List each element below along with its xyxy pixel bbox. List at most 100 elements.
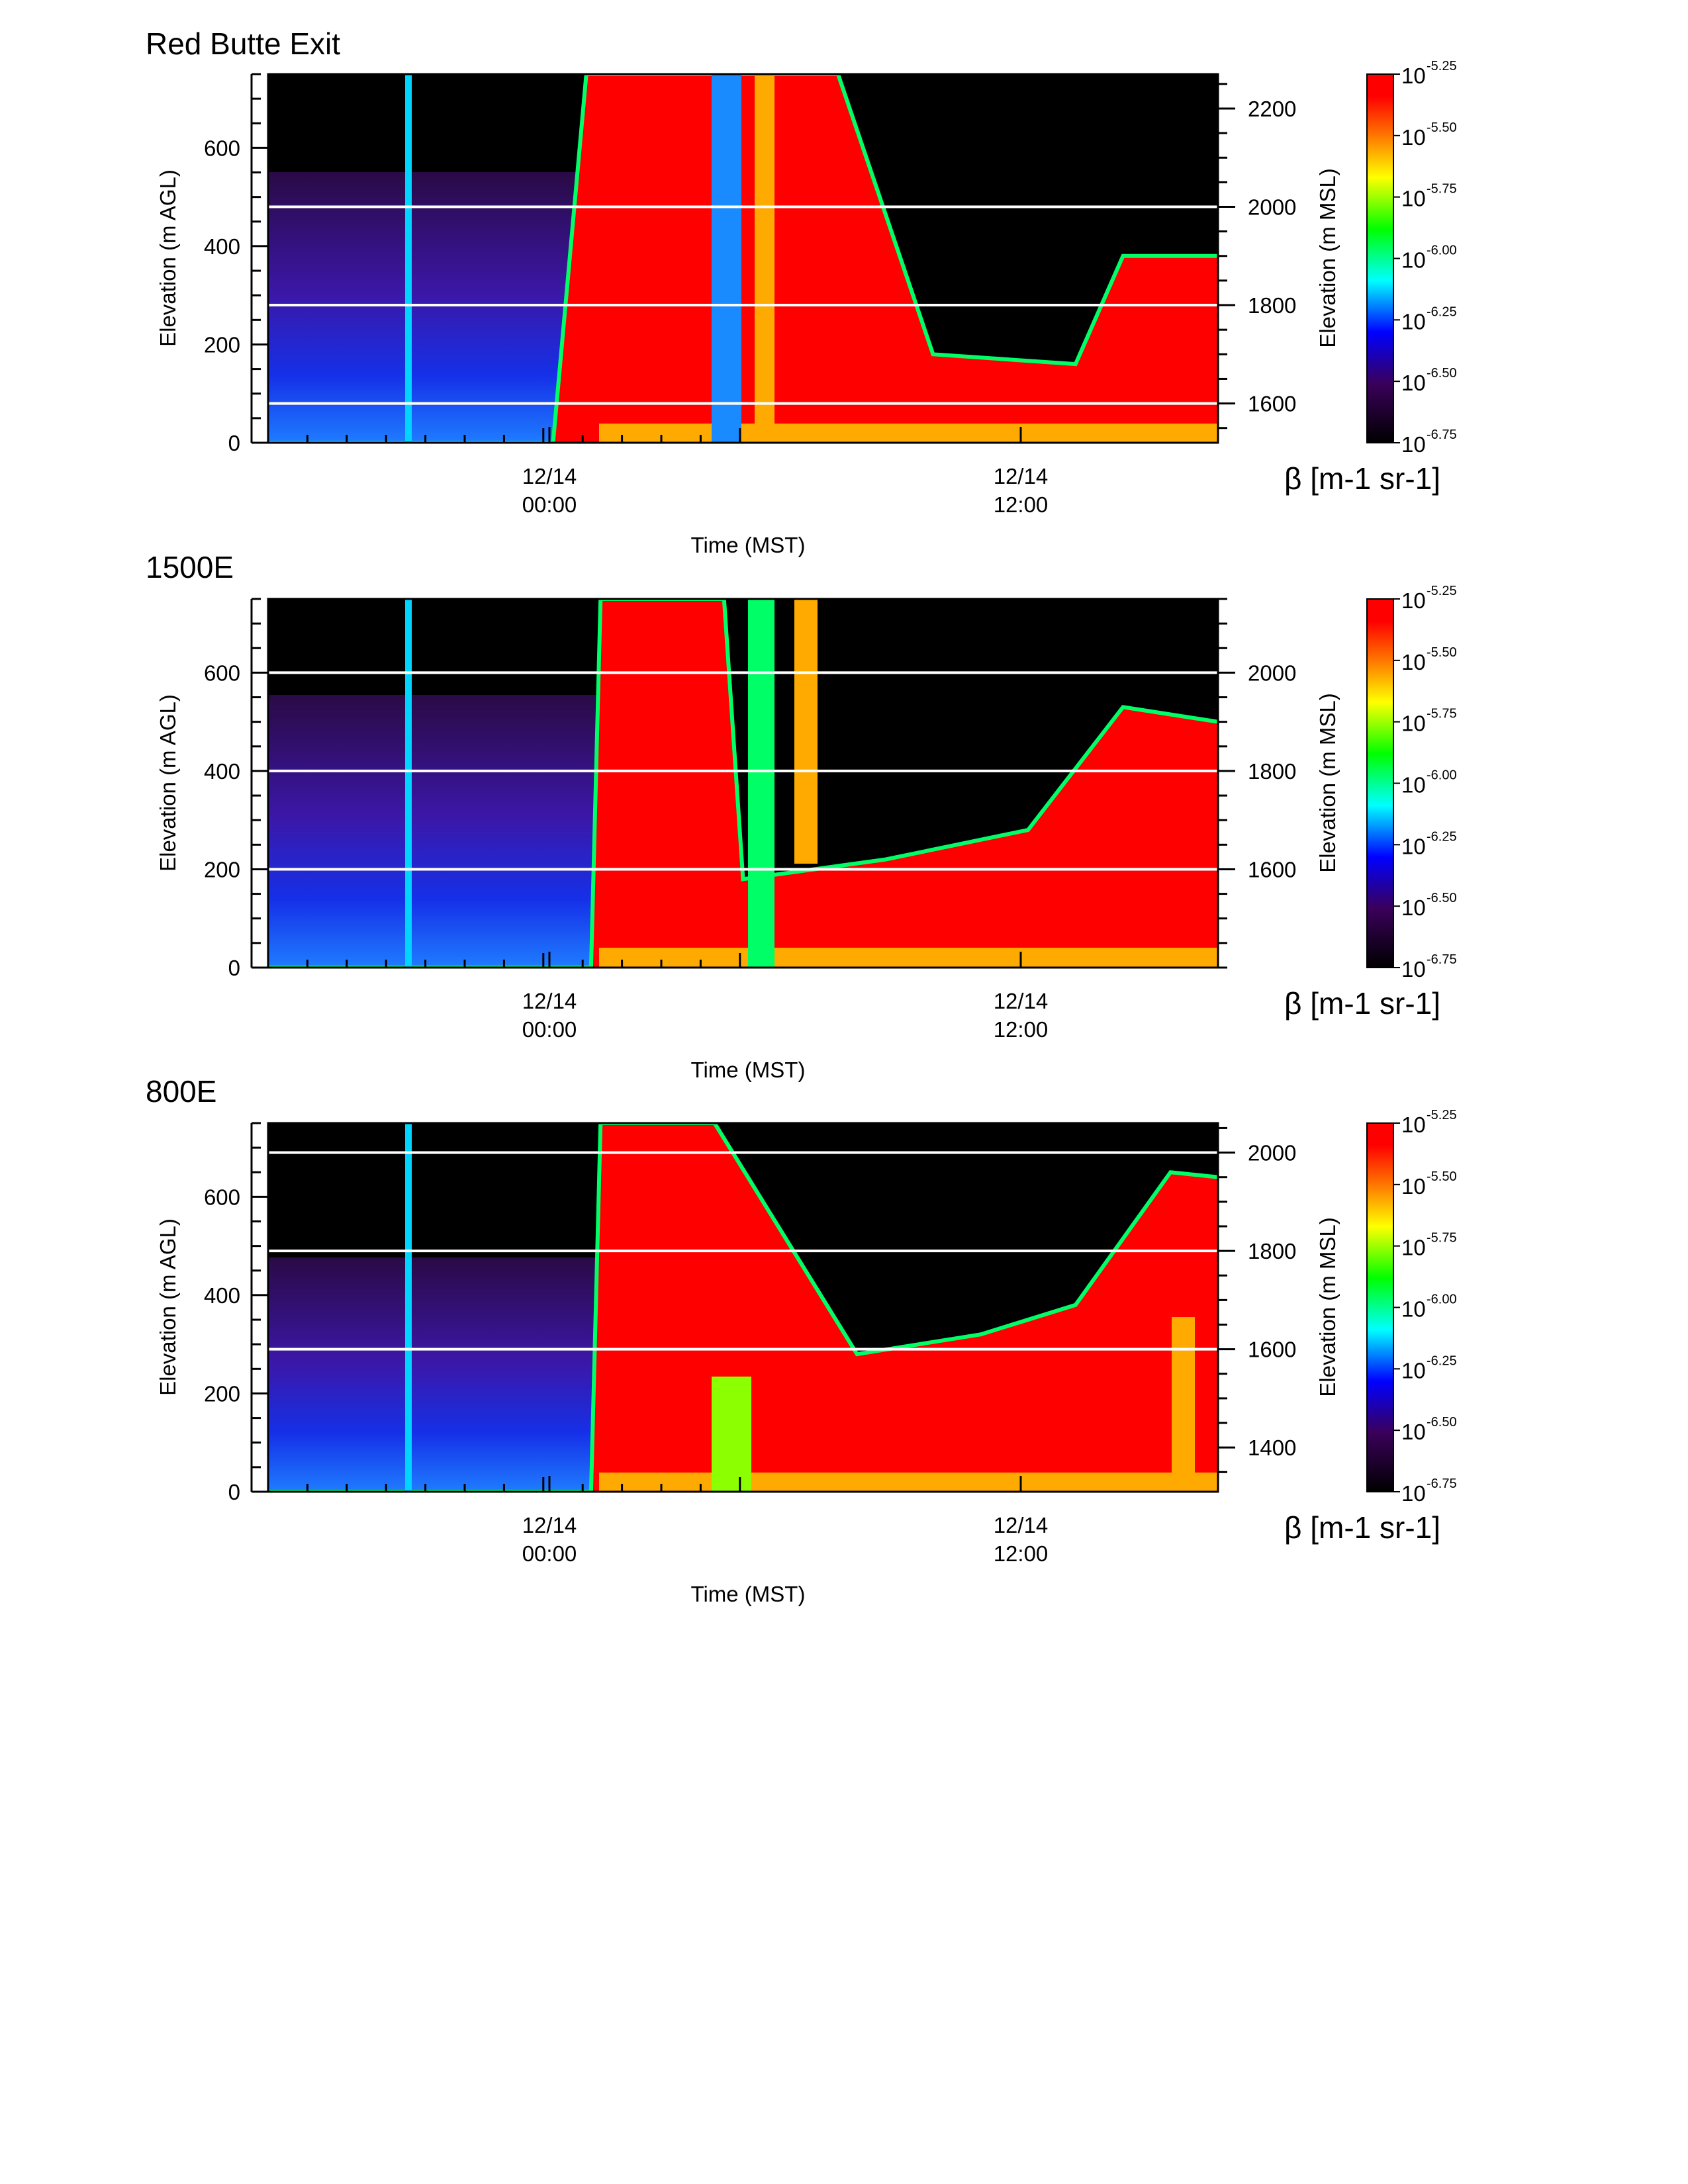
plume-streak	[405, 599, 412, 968]
colorbar-tick-exponent: -5.50	[1427, 120, 1457, 135]
y2-axis-label: Elevation (m MSL)	[1315, 168, 1340, 347]
plot-area	[268, 599, 1218, 968]
colorbar-tick-base: 10	[1401, 650, 1426, 674]
colorbar-tick-exponent: -5.50	[1427, 1169, 1457, 1184]
x-axis-label: Time (MST)	[691, 1582, 806, 1606]
colorbar-tick-base: 10	[1401, 834, 1426, 858]
x-axis: 12/14 00:00 12/14 12:00	[252, 427, 1218, 517]
x-tick-time: 00:00	[522, 1541, 577, 1566]
plume-streak	[748, 599, 774, 968]
x-tick-date: 12/14	[994, 464, 1049, 488]
left-axis: 0 200 400 600	[204, 73, 268, 455]
colorbar-tick-base: 10	[1401, 773, 1426, 797]
x-tick-time: 12:00	[994, 492, 1049, 517]
colorbar-tick-exponent: -6.00	[1427, 768, 1457, 783]
y2-tick-label: 1600	[1248, 1338, 1296, 1362]
blue-aerosol-layer	[268, 172, 599, 443]
colorbar-tick-exponent: -5.25	[1427, 584, 1457, 598]
y-tick-label: 600	[204, 660, 240, 685]
y2-tick-label: 1600	[1248, 392, 1296, 416]
plume-streak	[405, 74, 412, 443]
right-axis: 1600 1800 2000	[1218, 598, 1296, 969]
colorbar-tick-exponent: -5.25	[1427, 59, 1457, 73]
colorbar-tick-base: 10	[1401, 711, 1426, 736]
y-tick-label: 600	[204, 136, 240, 160]
colorbar-tick-base: 10	[1401, 432, 1426, 457]
plume-streak	[712, 74, 741, 443]
right-axis: 1600 1800 2000 2200	[1218, 83, 1296, 430]
plume-streak	[755, 74, 774, 443]
colorbar-gradient	[1366, 73, 1394, 443]
y-tick-label: 400	[204, 1283, 240, 1308]
colorbar-tick-exponent: -6.25	[1427, 829, 1457, 844]
colorbar-tick-base: 10	[1401, 125, 1426, 150]
colorbar-tick-exponent: -6.75	[1427, 952, 1457, 967]
x-tick-time: 00:00	[522, 492, 577, 517]
colorbar-tick-base: 10	[1401, 1358, 1426, 1383]
y2-tick-label: 1400	[1248, 1435, 1296, 1460]
colorbar-tick-exponent: -6.00	[1427, 1293, 1457, 1307]
colorbar-tick-exponent: -5.75	[1427, 707, 1457, 721]
colorbar-tick-base: 10	[1401, 588, 1426, 613]
left-axis: 0 200 400 600	[204, 598, 268, 980]
y2-tick-label: 1600	[1248, 857, 1296, 882]
colorbar-tick-base: 10	[1401, 1297, 1426, 1322]
x-tick-date: 12/14	[994, 989, 1049, 1013]
red-aerosol-region	[268, 1123, 1218, 1492]
colorbar-label: β [m-1 sr-1]	[1284, 1510, 1440, 1545]
colorbar-tick-exponent: -5.50	[1427, 645, 1457, 660]
y2-axis-label: Elevation (m MSL)	[1315, 693, 1340, 872]
plot-area	[268, 74, 1218, 443]
y-axis-label: Elevation (m AGL)	[156, 169, 180, 347]
panel-1500e: 1500E 0 200 400 600 1600 1800 2000 12/14 00:00…	[146, 550, 1457, 1082]
x-tick-date: 12/14	[522, 989, 577, 1013]
panel-800e: 800E 0 200 400 600 1400 1600 1800 2000 12/14 00…	[146, 1074, 1457, 1606]
panel-title: 800E	[146, 1074, 216, 1109]
y-tick-label: 0	[228, 431, 240, 455]
y2-axis-label: Elevation (m MSL)	[1315, 1217, 1340, 1396]
y2-tick-label: 2000	[1248, 1141, 1296, 1165]
profile-edge	[268, 74, 1218, 443]
colorbar-tick-exponent: -6.00	[1427, 244, 1457, 258]
colorbar-tick-base: 10	[1401, 1174, 1426, 1199]
colorbar-tick-base: 10	[1401, 64, 1426, 88]
plume-streak	[794, 599, 818, 864]
colorbar-tick-base: 10	[1401, 1236, 1426, 1260]
x-tick-date: 12/14	[522, 1513, 577, 1537]
colorbar-tick-exponent: -5.25	[1427, 1108, 1457, 1122]
y-axis-label: Elevation (m AGL)	[156, 1218, 180, 1396]
y-tick-label: 200	[204, 857, 240, 882]
colorbar-tick-base: 10	[1401, 1481, 1426, 1506]
colorbar-tick-exponent: -6.25	[1427, 1353, 1457, 1368]
reference-lines	[268, 671, 1218, 871]
colorbar-tick-exponent: -6.75	[1427, 1477, 1457, 1491]
left-axis: 0 200 400 600	[204, 1122, 268, 1504]
colorbar-tick-base: 10	[1401, 1420, 1426, 1444]
y-tick-label: 400	[204, 759, 240, 784]
right-axis: 1400 1600 1800 2000	[1218, 1126, 1296, 1473]
reference-lines	[268, 205, 1218, 405]
panel-title: 1500E	[146, 550, 234, 584]
x-tick-time: 12:00	[994, 1541, 1049, 1566]
x-tick-date: 12/14	[994, 1513, 1049, 1537]
y-tick-label: 400	[204, 234, 240, 259]
profile-edge	[268, 599, 1218, 968]
y2-tick-label: 2000	[1248, 195, 1296, 220]
plume-streak	[712, 1377, 751, 1492]
blue-aerosol-layer	[268, 1257, 599, 1492]
colorbar-tick-base: 10	[1401, 371, 1426, 395]
panel-red-butte-exit: Red Butte Exit 0 200 400 600 1600 1800 2000 22…	[146, 26, 1457, 557]
surface-band	[599, 424, 1218, 443]
colorbar-tick-base: 10	[1401, 248, 1426, 273]
x-axis-label: Time (MST)	[691, 533, 806, 557]
reference-lines	[268, 1151, 1218, 1351]
colorbar-tick-base: 10	[1401, 1113, 1426, 1137]
colorbar-tick-exponent: -6.50	[1427, 891, 1457, 905]
panel-title: Red Butte Exit	[146, 26, 340, 61]
colorbar-tick-base: 10	[1401, 187, 1426, 211]
x-axis: 12/14 00:00 12/14 12:00	[252, 1476, 1218, 1566]
colorbar-tick-exponent: -6.25	[1427, 304, 1457, 319]
y-tick-label: 0	[228, 1480, 240, 1504]
